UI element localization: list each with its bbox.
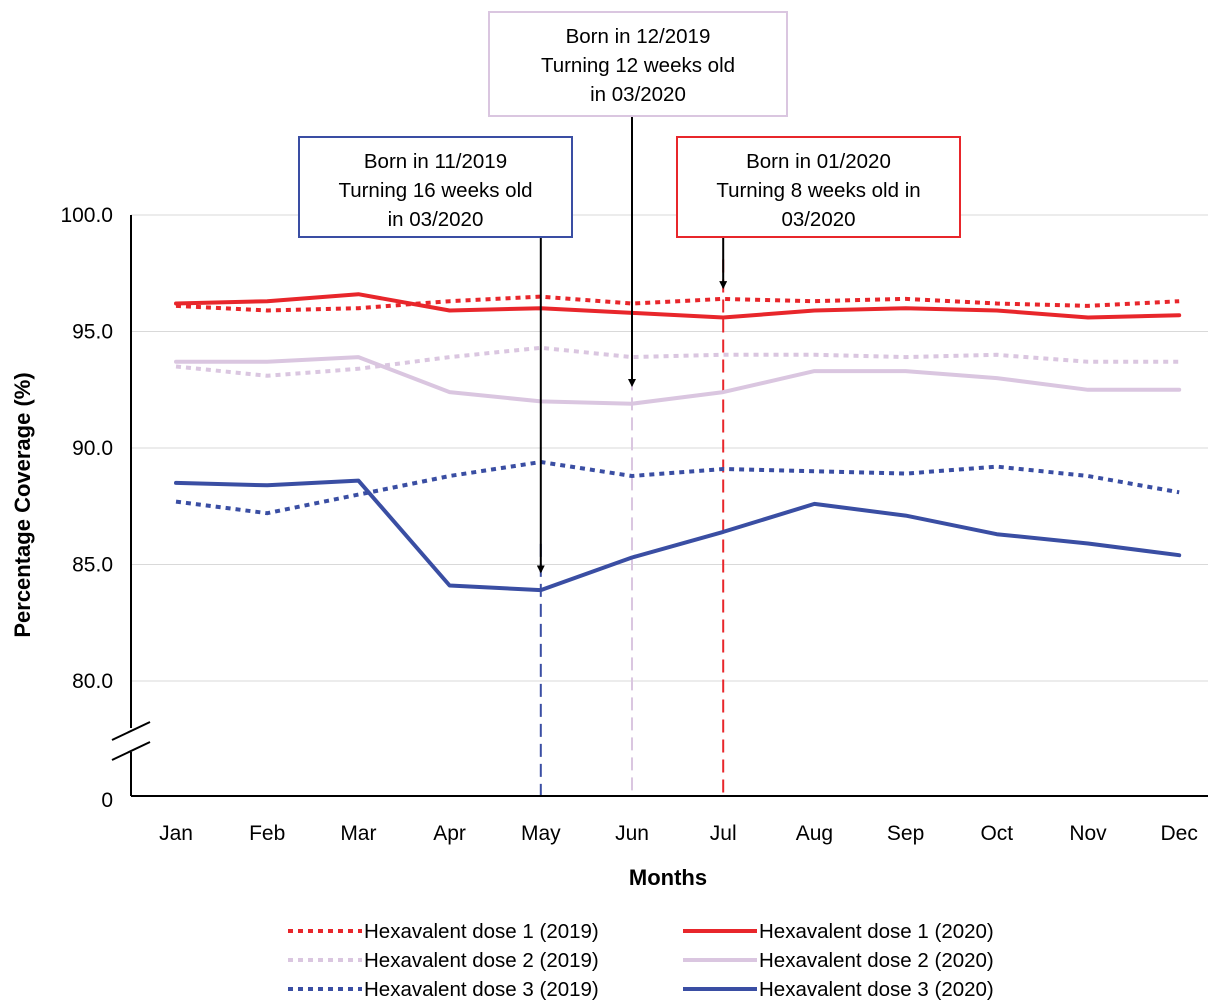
legend-label: Hexavalent dose 3 (2019) (364, 978, 599, 1001)
annotation-text: Turning 12 weeks old (541, 54, 735, 77)
annotation-text: Turning 8 weeks old in (716, 179, 920, 202)
x-tick-label: Jan (159, 822, 193, 845)
series-line (175, 345, 1180, 378)
legend-label: Hexavalent dose 2 (2020) (759, 949, 994, 972)
legend-label: Hexavalent dose 1 (2020) (759, 920, 994, 943)
series-line (174, 355, 1182, 406)
x-tick-label: May (521, 822, 561, 845)
x-tick-label: Feb (249, 822, 285, 845)
x-tick-label: Mar (340, 822, 376, 845)
x-tick-label: Dec (1161, 822, 1198, 845)
axis-break-mark (111, 741, 151, 761)
y-tick-label: 80.0 (72, 670, 113, 693)
y-tick-labels: 100.0 95.0 90.0 85.0 80.0 0 (60, 204, 113, 812)
annotation-box (298, 136, 573, 238)
series-line (174, 478, 1182, 593)
series-line (174, 292, 1182, 320)
annotation-text: Born in 01/2020 (746, 150, 891, 173)
x-tick-labels: Jan Feb Mar Apr May Jun Jul Aug Sep Oct Nov Dec (159, 822, 1198, 845)
series-line (175, 460, 1180, 516)
annotation-box (488, 11, 788, 117)
axis-break-mark (111, 721, 151, 741)
annotation-text: Born in 12/2019 (566, 25, 711, 48)
annotation-box (676, 136, 961, 238)
x-tick-label: Jul (710, 822, 737, 845)
annotation-text: Born in 11/2019 (364, 150, 507, 173)
y-tick-label: 0 (101, 789, 113, 812)
legend: Hexavalent dose 1 (2019) Hexavalent dose … (288, 920, 994, 1001)
annotation-text: Turning 16 weeks old (338, 179, 532, 202)
annotation-text: 03/2020 (781, 208, 855, 231)
x-tick-label: Apr (433, 822, 466, 845)
marker-lines (539, 259, 725, 796)
annotation-text: in 03/2020 (590, 83, 686, 106)
x-tick-label: Sep (887, 822, 924, 845)
annotation-text: in 03/2020 (388, 208, 484, 231)
legend-label: Hexavalent dose 3 (2020) (759, 978, 994, 1001)
x-tick-label: Jun (615, 822, 649, 845)
series-lines (174, 292, 1182, 593)
y-tick-label: 95.0 (72, 321, 113, 344)
y-tick-label: 100.0 (60, 204, 113, 227)
x-tick-label: Oct (980, 822, 1013, 845)
axes (111, 215, 1208, 797)
x-axis-title: Months (629, 865, 707, 890)
x-tick-label: Nov (1069, 822, 1107, 845)
x-tick-label: Aug (796, 822, 833, 845)
y-axis-title: Percentage Coverage (%) (10, 372, 35, 637)
annotations: Born in 11/2019 Turning 16 weeks old in 03… (298, 11, 961, 574)
gridlines (131, 214, 1208, 682)
y-tick-label: 85.0 (72, 554, 113, 577)
series-line (175, 294, 1180, 313)
legend-label: Hexavalent dose 2 (2019) (364, 949, 599, 972)
legend-label: Hexavalent dose 1 (2019) (364, 920, 599, 943)
y-tick-label: 90.0 (72, 437, 113, 460)
